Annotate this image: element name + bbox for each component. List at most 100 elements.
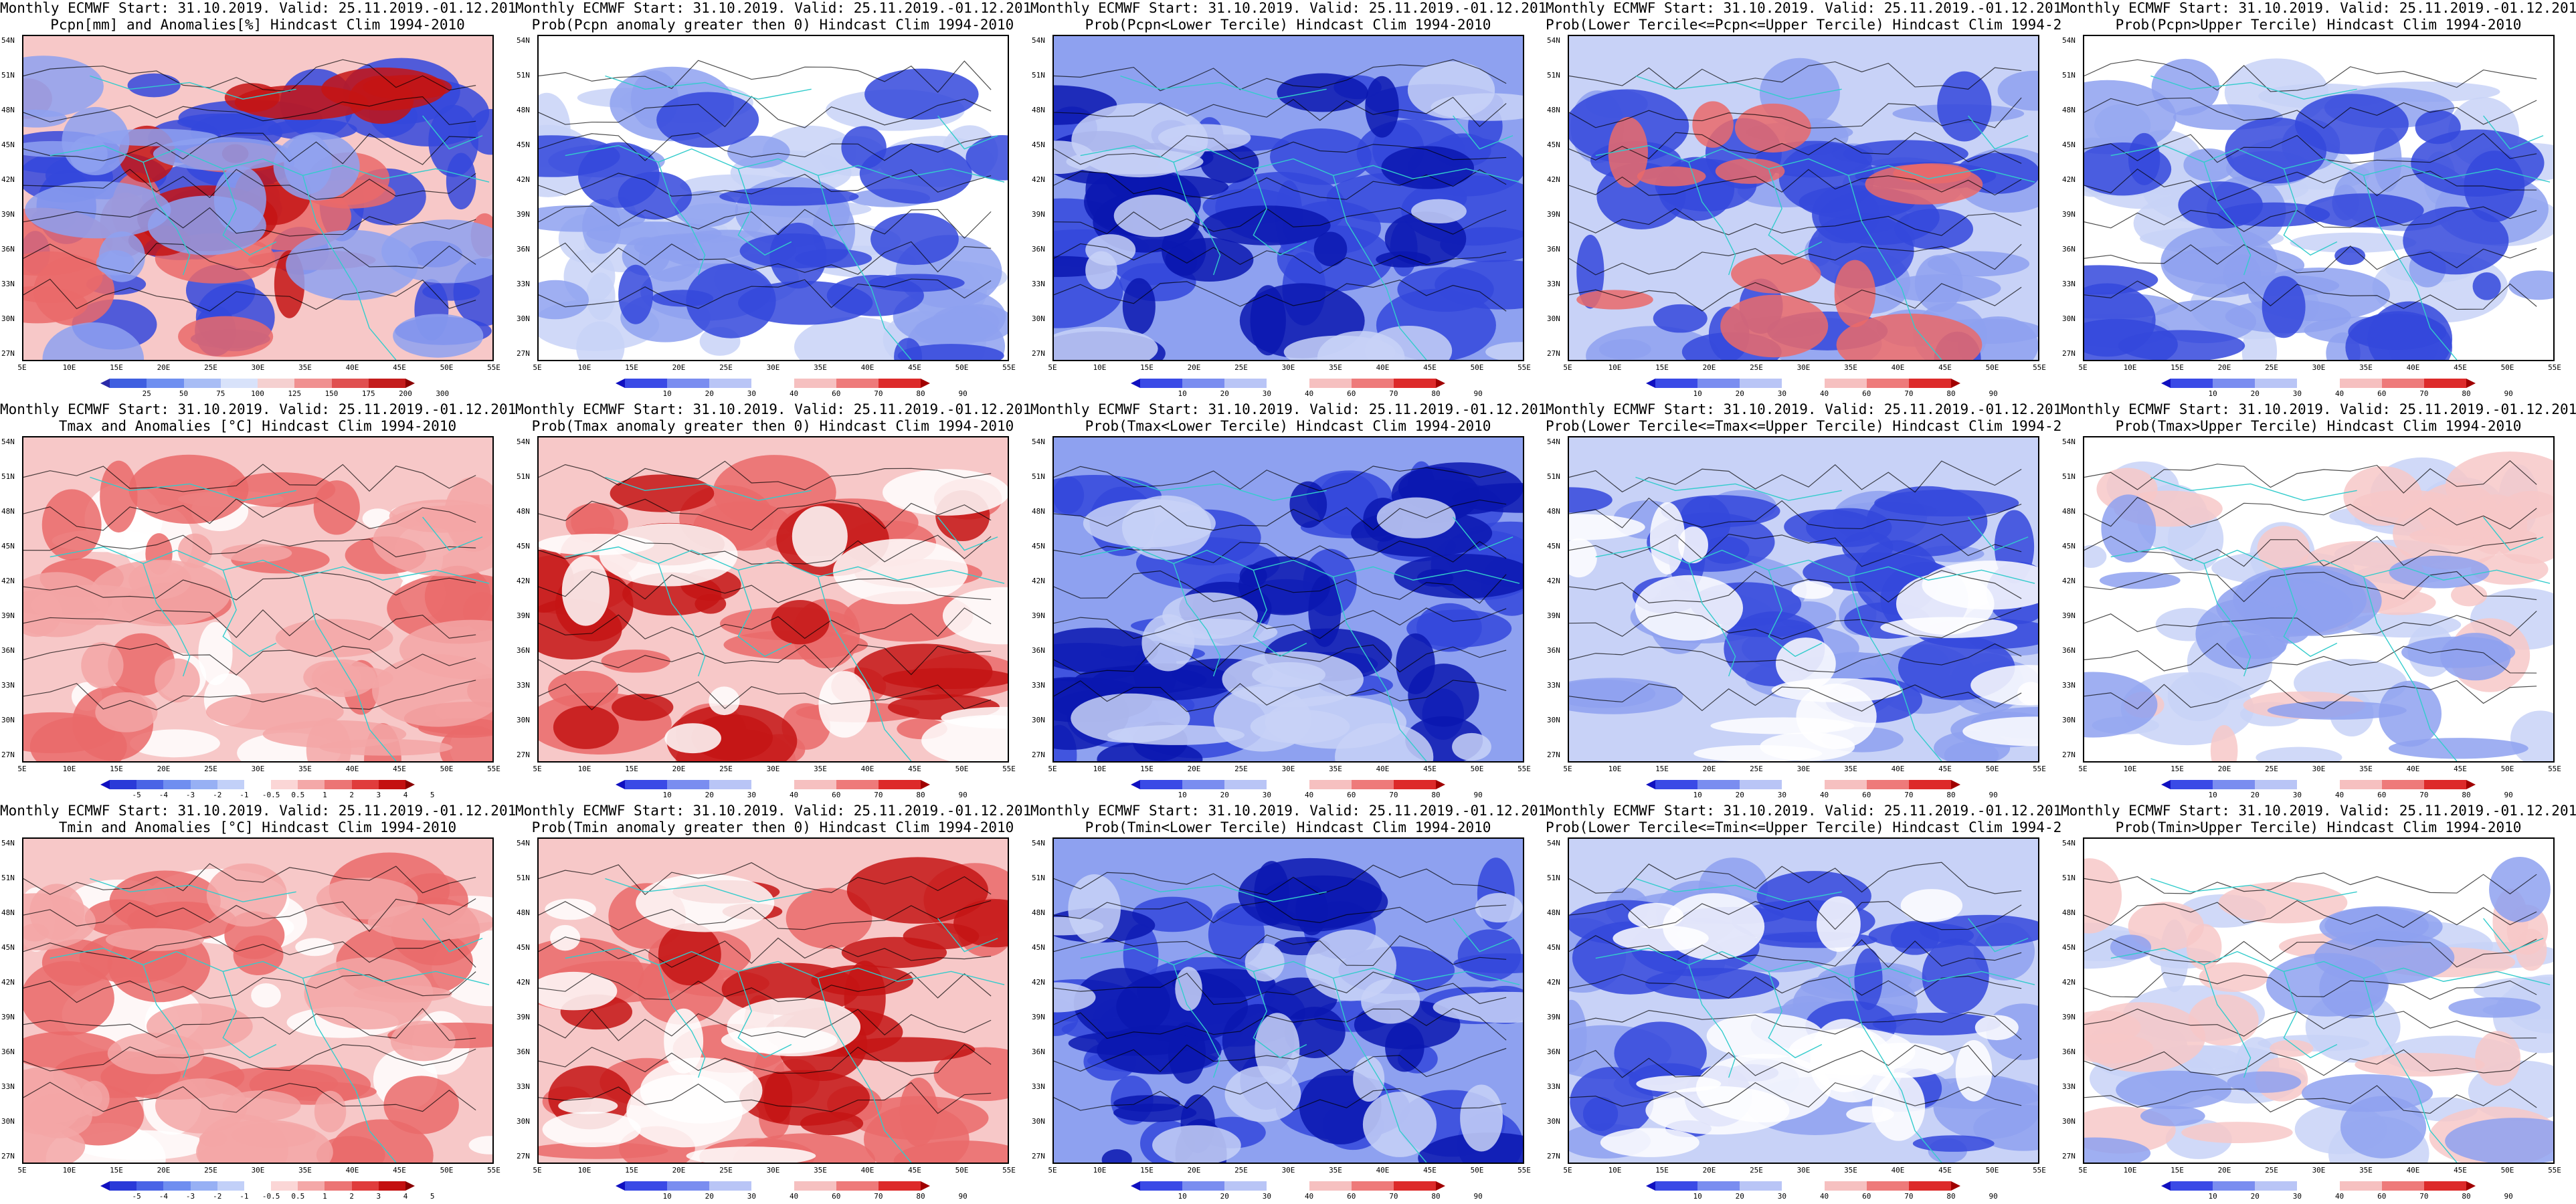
longitude-label: 55E — [2033, 1166, 2046, 1175]
longitude-label: 55E — [1002, 363, 1016, 372]
latitude-label: 33N — [517, 280, 530, 288]
colorbar-tick-label: 60 — [1862, 791, 1871, 799]
colorbar-tick-label: 2 — [349, 791, 354, 799]
longitude-label: 5E — [1563, 1166, 1572, 1175]
colorbar-right-arrow — [1435, 780, 1445, 789]
colorbar — [1646, 1181, 1960, 1191]
longitude-label: 50E — [1470, 1166, 1484, 1175]
colorbar-tick-label: 70 — [1904, 389, 1914, 398]
latitude-label: 42N — [1547, 577, 1560, 585]
longitude-label: 15E — [1655, 1166, 1669, 1175]
colorbar — [1646, 780, 1960, 789]
latitude-label: 27N — [517, 1152, 530, 1161]
map-panel: Monthly ECMWF Start: 31.10.2019. Valid: … — [0, 803, 515, 1204]
longitude-label: 10E — [577, 1166, 591, 1175]
colorbar-segment — [667, 379, 710, 388]
colorbar-segment — [709, 1181, 752, 1191]
colorbar-segment — [625, 1181, 668, 1191]
longitude-label: 40E — [860, 765, 875, 773]
longitude-label: 25E — [204, 765, 217, 773]
colorbar-segment — [1224, 780, 1267, 789]
colorbar-tick-label: 90 — [958, 389, 968, 398]
longitude-label: 35E — [814, 1166, 827, 1175]
colorbar-tick-label: 90 — [1473, 389, 1483, 398]
latitude-label: 48N — [1547, 106, 1560, 114]
colorbar-tick-label: 60 — [1862, 389, 1871, 398]
panel-title-line2: Prob(Lower Tercile<=Pcpn<=Upper Tercile)… — [1546, 17, 2061, 33]
longitude-label: 50E — [955, 765, 969, 773]
colorbar-tick-label: -2 — [213, 1192, 222, 1201]
colorbar-tick-label: 30 — [1262, 791, 1272, 799]
colorbar-segment — [244, 780, 272, 789]
colorbar-segment — [163, 780, 191, 789]
latitude-label: 39N — [2062, 611, 2076, 620]
colorbar-tick-label: 40 — [1304, 1192, 1314, 1201]
longitude-label: 35E — [1329, 363, 1342, 372]
latitude-label: 54N — [1032, 437, 1045, 446]
colorbar-left-arrow — [1131, 379, 1140, 388]
longitude-label: 35E — [2359, 363, 2373, 372]
colorbar-segment — [709, 780, 752, 789]
longitude-label: 45E — [393, 1166, 406, 1175]
colorbar — [100, 1181, 415, 1191]
latitude-label: 27N — [1547, 750, 1560, 759]
latitude-label: 48N — [517, 908, 530, 917]
shaded-field — [23, 839, 492, 1163]
colorbar-segment — [1351, 780, 1394, 789]
colorbar-tick-label: 100 — [251, 389, 264, 398]
colorbar-segment — [878, 780, 921, 789]
colorbar — [2161, 379, 2476, 388]
colorbar-tick-label: 20 — [1735, 791, 1744, 799]
longitude-label: 55E — [1002, 1166, 1016, 1175]
longitude-label: 35E — [1844, 765, 1857, 773]
colorbar-segment — [1351, 1181, 1394, 1191]
map-panel: Monthly ECMWF Start: 31.10.2019. Valid: … — [1030, 0, 1546, 401]
panel-title-line2: Prob(Tmax<Lower Tercile) Hindcast Clim 1… — [1085, 418, 1491, 434]
panel-title: Monthly ECMWF Start: 31.10.2019. Valid: … — [515, 803, 1030, 837]
longitude-label: 35E — [1844, 363, 1857, 372]
latitude-label: 36N — [1547, 646, 1560, 655]
latitude-label: 36N — [517, 646, 530, 655]
colorbar-segment — [1224, 379, 1267, 388]
latitude-label: 48N — [517, 106, 530, 114]
latitude-label: 39N — [2062, 210, 2076, 219]
panel-title-line2: Pcpn[mm] and Anomalies[%] Hindcast Clim … — [50, 17, 465, 33]
colorbar-tick-label: 10 — [2208, 389, 2217, 398]
colorbar-tick-label: 10 — [2208, 791, 2217, 799]
longitude-label: 20E — [1187, 1166, 1201, 1175]
longitude-label: 20E — [1187, 363, 1201, 372]
latitude-label: 33N — [2062, 280, 2076, 288]
longitude-label: 15E — [2171, 363, 2184, 372]
longitude-label: 5E — [533, 765, 542, 773]
latitude-label: 42N — [1, 577, 15, 585]
latitude-label: 48N — [1, 106, 15, 114]
longitude-label: 50E — [1985, 363, 1999, 372]
panel-title-line2: Prob(Tmax>Upper Tercile) Hindcast Clim 1… — [2115, 418, 2522, 434]
latitude-label: 30N — [1032, 1117, 1045, 1126]
colorbar-tick-label: 20 — [1220, 791, 1229, 799]
latitude-label: 51N — [1547, 71, 1560, 80]
longitude-label: 20E — [157, 765, 171, 773]
latitude-label: 51N — [517, 71, 530, 80]
latitude-label: 36N — [1, 245, 15, 254]
latitude-label: 54N — [1547, 839, 1560, 847]
colorbar-tick-label: 40 — [1819, 791, 1829, 799]
colorbar-tick-label: 40 — [789, 791, 799, 799]
map-area — [2083, 837, 2555, 1164]
longitude-label: 5E — [1048, 765, 1057, 773]
panel-title: Monthly ECMWF Start: 31.10.2019. Valid: … — [1546, 0, 2061, 35]
longitude-label: 40E — [1376, 1166, 1390, 1175]
colorbar-segment — [378, 1181, 405, 1191]
latitude-label: 48N — [2062, 106, 2076, 114]
colorbar-right-arrow — [2466, 1181, 2476, 1191]
latitude-label: 36N — [1547, 1047, 1560, 1056]
longitude-label: 5E — [1048, 363, 1057, 372]
colorbar-segment — [1697, 780, 1740, 789]
colorbar-tick-label: 90 — [1989, 1192, 1998, 1201]
colorbar-left-arrow — [2161, 780, 2171, 789]
colorbar-segment — [368, 379, 405, 388]
latitude-label: 33N — [1, 280, 15, 288]
colorbar-segment — [2381, 780, 2424, 789]
map-panel: Monthly ECMWF Start: 31.10.2019. Valid: … — [515, 803, 1030, 1204]
longitude-label: 20E — [672, 363, 686, 372]
